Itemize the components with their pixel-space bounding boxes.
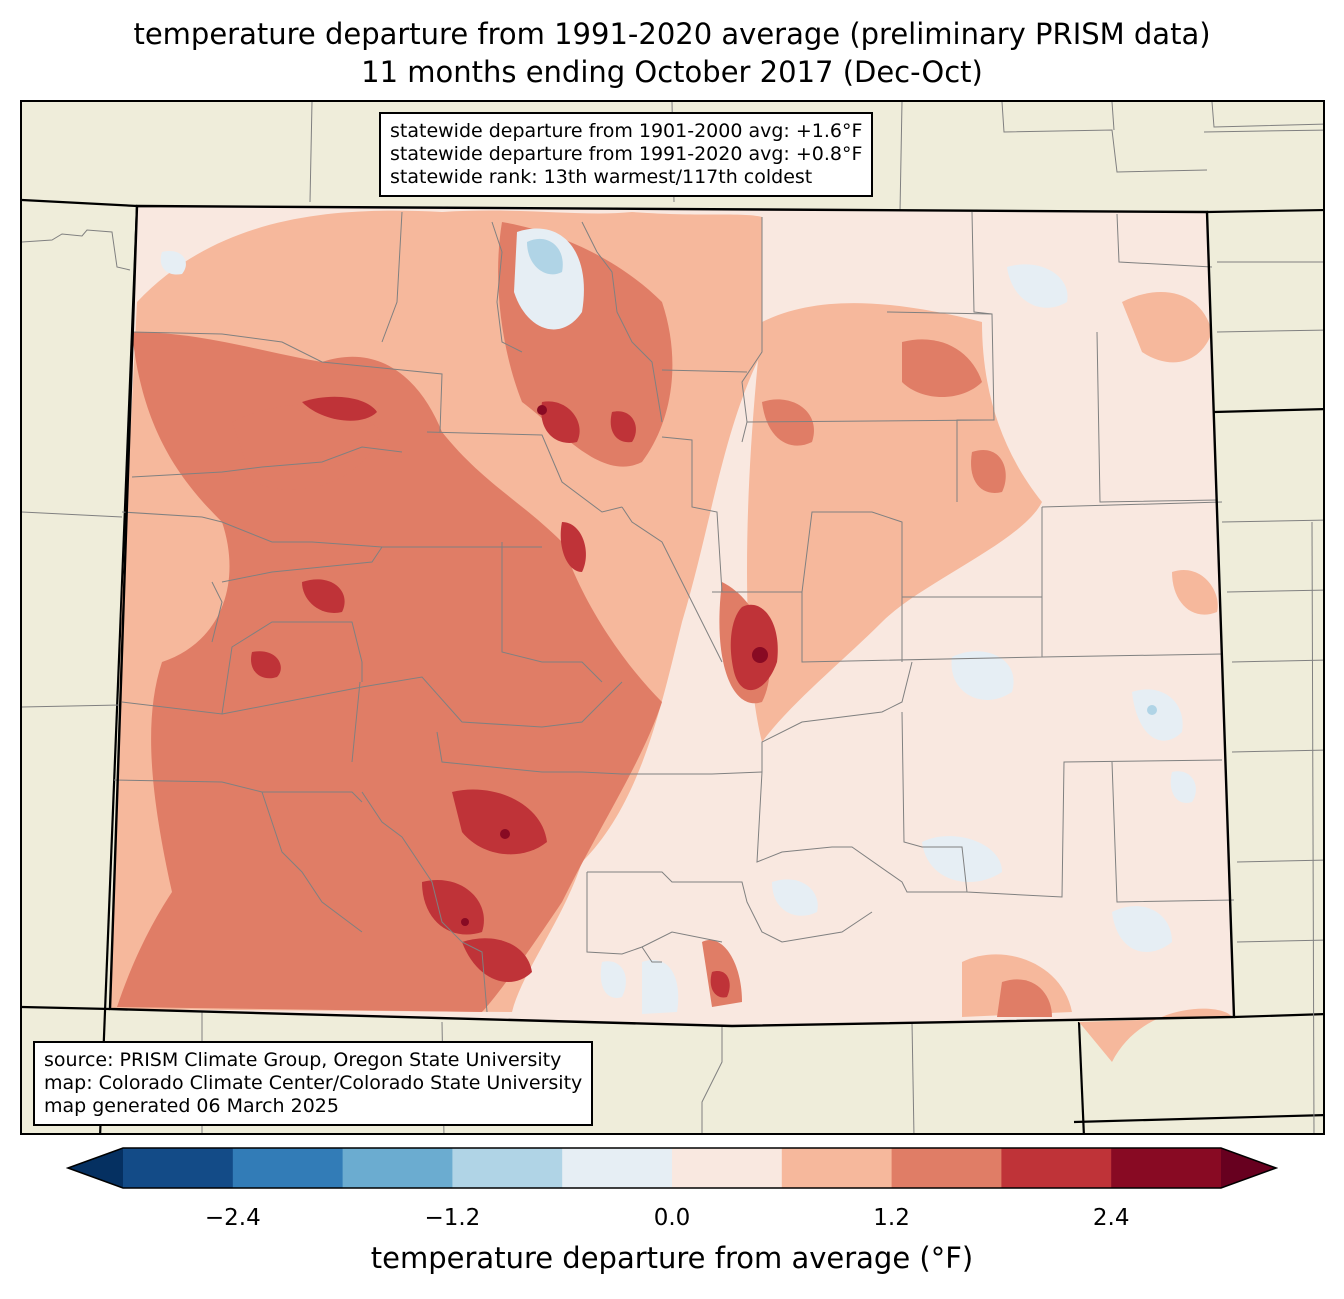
colorbar-bin: [562, 1148, 673, 1188]
colorbar-extend-low: [68, 1148, 123, 1188]
hottest-regions: [461, 405, 768, 926]
county-lines: [113, 211, 1235, 1013]
colorbar-tick-label: −2.4: [204, 1205, 261, 1231]
colorbar: [66, 1147, 1278, 1189]
stats-line-1991-2020: statewide departure from 1991-2020 avg: …: [390, 143, 863, 165]
colorbar-bin: [342, 1148, 453, 1188]
statewide-stats-box: statewide departure from 1901-2000 avg: …: [379, 112, 874, 197]
colorbar-bin: [232, 1148, 344, 1188]
map-panel: statewide departure from 1901-2000 avg: …: [20, 100, 1325, 1135]
colorbar-bin: [891, 1148, 1002, 1188]
colorbar-tick-label: 1.2: [873, 1205, 910, 1231]
cooler-regions: [527, 238, 1157, 715]
map-subtitle: 11 months ending October 2017 (Dec-Oct): [361, 55, 983, 89]
credits-map: map: Colorado Climate Center/Colorado St…: [44, 1072, 583, 1094]
credits-box: source: PRISM Climate Group, Oregon Stat…: [33, 1041, 594, 1126]
colorbar-bin: [1001, 1148, 1112, 1188]
colorbar-tick-label: 2.4: [1092, 1205, 1130, 1231]
colorbar-tick-label: −1.2: [424, 1205, 481, 1231]
colorbar-bin: [781, 1148, 893, 1188]
cool-regions: [160, 228, 1196, 1014]
hot-regions: [251, 396, 778, 998]
colorbar-bin: [1111, 1148, 1222, 1188]
temperature-map: [22, 102, 1323, 1133]
credits-source: source: PRISM Climate Group, Oregon Stat…: [44, 1049, 562, 1071]
map-title: temperature departure from 1991-2020 ave…: [133, 17, 1211, 51]
stats-line-rank: statewide rank: 13th warmest/117th colde…: [390, 166, 813, 188]
colorbar-bin: [123, 1148, 234, 1188]
colorbar-outline: [66, 1147, 1278, 1189]
colorado-border: [108, 204, 1236, 1028]
colorbar-label: temperature departure from average (°F): [370, 1241, 974, 1275]
colorbar-bin: [452, 1148, 563, 1188]
colorbar-bin: [672, 1148, 783, 1188]
stats-line-1901-2000: statewide departure from 1901-2000 avg: …: [390, 120, 863, 142]
credits-generated: map generated 06 March 2025: [44, 1095, 339, 1117]
colorbar-extend-high: [1221, 1148, 1276, 1188]
colorbar-tick-label: 0.0: [653, 1205, 691, 1231]
